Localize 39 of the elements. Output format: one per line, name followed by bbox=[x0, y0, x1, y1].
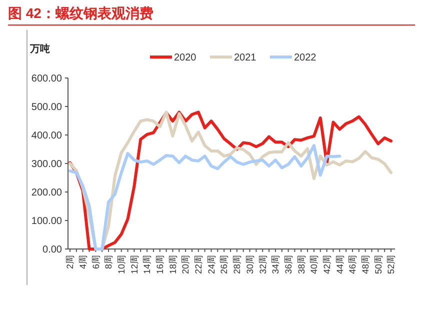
line-series bbox=[68, 144, 342, 250]
y-tick-label: 400.00 bbox=[31, 130, 62, 142]
x-tick-label: 26周 bbox=[219, 255, 230, 274]
y-axis-title: 万吨 bbox=[29, 43, 50, 55]
x-tick-label: 18周 bbox=[168, 255, 178, 274]
x-tick-label: 20周 bbox=[180, 255, 191, 274]
x-tick-label: 40周 bbox=[309, 255, 320, 274]
x-tick-label: 52周 bbox=[386, 255, 396, 274]
y-tick-label: 200.00 bbox=[31, 188, 62, 198]
x-tick-label: 10周 bbox=[116, 255, 127, 274]
x-tick-label: 14周 bbox=[142, 255, 152, 274]
x-tick-label: 32周 bbox=[258, 255, 268, 274]
x-tick-label: 48周 bbox=[360, 255, 370, 274]
x-tick-label: 38周 bbox=[296, 255, 306, 274]
y-tick-label: 300.00 bbox=[31, 159, 62, 170]
x-tick-label: 28周 bbox=[232, 255, 242, 274]
legend-label: 2021 bbox=[234, 52, 257, 64]
x-tick-label: 46周 bbox=[348, 255, 358, 274]
x-tick-label: 8周 bbox=[104, 255, 114, 270]
y-tick-label: 100.00 bbox=[31, 216, 62, 227]
legend-label: 2022 bbox=[294, 52, 317, 64]
x-tick-label: 50周 bbox=[373, 255, 384, 274]
x-tick-label: 6周 bbox=[90, 255, 101, 270]
x-tick-label: 16周 bbox=[155, 255, 166, 274]
x-tick-label: 42周 bbox=[322, 255, 332, 274]
x-tick-label: 4周 bbox=[78, 255, 88, 270]
legend-label: 2020 bbox=[174, 52, 197, 64]
x-tick-label: 12周 bbox=[129, 255, 140, 274]
chart-title: 图 42：螺纹钢表观消费 bbox=[8, 5, 154, 21]
y-tick-label: 500.00 bbox=[31, 102, 62, 113]
x-tick-label: 30周 bbox=[244, 255, 255, 274]
x-tick-label: 36周 bbox=[283, 255, 294, 274]
y-tick-label: 0.00 bbox=[42, 244, 62, 256]
x-tick-label: 22周 bbox=[194, 255, 204, 274]
x-tick-label: 24周 bbox=[206, 255, 216, 274]
x-tick-label: 44周 bbox=[334, 255, 345, 274]
y-tick-label: 600.00 bbox=[31, 74, 62, 84]
x-tick-label: 34周 bbox=[270, 255, 281, 274]
x-tick-label: 2周 bbox=[65, 255, 76, 270]
